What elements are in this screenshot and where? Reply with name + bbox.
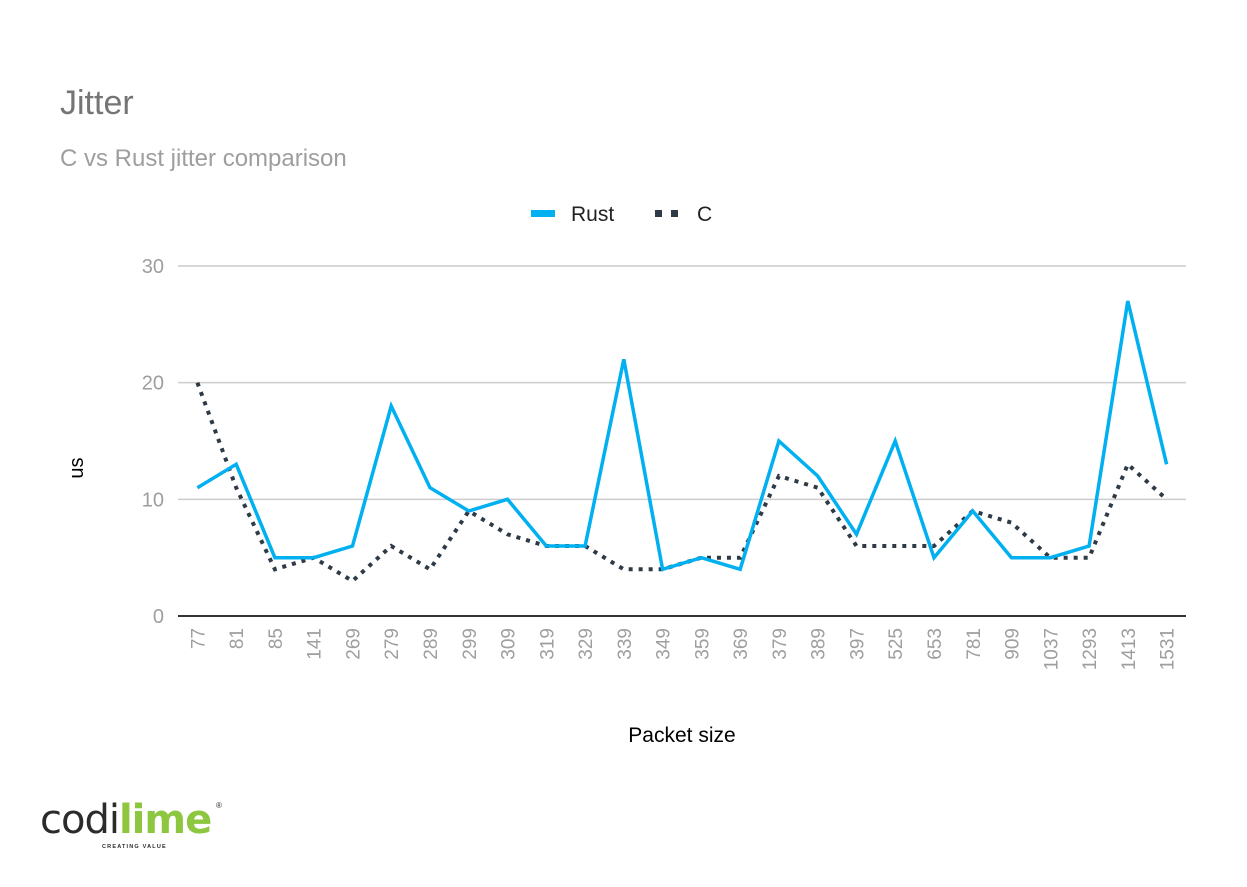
x-tick-label: 141 — [305, 628, 326, 660]
x-tick-label: 379 — [770, 628, 791, 660]
x-tick-label: 1531 — [1158, 628, 1179, 670]
x-tick-label: 339 — [615, 628, 636, 660]
x-tick-label: 289 — [421, 628, 442, 660]
x-tick-label: 389 — [809, 628, 830, 660]
y-axis-ticks: 0 10 20 30 — [142, 256, 164, 628]
chart-legend: Rust C — [531, 203, 712, 226]
y-tick-label: 20 — [142, 373, 164, 395]
x-tick-label: 349 — [654, 628, 675, 660]
x-tick-label: 1413 — [1119, 628, 1140, 670]
chart-subtitle: C vs Rust jitter comparison — [60, 145, 347, 172]
x-tick-label: 85 — [266, 628, 287, 649]
y-tick-label: 0 — [153, 606, 164, 628]
series-line-rust — [196, 300, 1169, 572]
data-series — [195, 300, 1169, 584]
x-axis-label: Packet size — [628, 724, 735, 747]
y-tick-label: 10 — [142, 489, 164, 511]
x-tick-label: 369 — [731, 628, 752, 660]
x-tick-label: 359 — [692, 628, 713, 660]
x-tick-label: 77 — [188, 628, 209, 649]
codilime-logo: codilime ® CREATING VALUE — [40, 797, 222, 855]
logo-lime: lime — [118, 797, 212, 843]
series-line-c — [195, 382, 1168, 584]
x-tick-label: 909 — [1003, 628, 1024, 660]
x-tick-label: 525 — [886, 628, 907, 660]
legend-swatch — [655, 210, 662, 217]
x-tick-label: 397 — [847, 628, 868, 660]
x-tick-label: 1293 — [1080, 628, 1101, 670]
chart-title: Jitter — [60, 84, 134, 122]
registered-mark: ® — [216, 801, 222, 810]
logo-codi: codi — [40, 797, 120, 843]
gridlines — [178, 265, 1186, 617]
legend-swatch — [531, 210, 555, 217]
x-tick-label: 329 — [576, 628, 597, 660]
legend-swatch — [671, 210, 678, 217]
y-axis-label: us — [66, 457, 88, 478]
x-tick-label: 653 — [925, 628, 946, 660]
x-tick-label: 309 — [499, 628, 520, 660]
x-tick-label: 269 — [343, 628, 364, 660]
logo-tagline: CREATING VALUE — [102, 844, 167, 850]
x-tick-label: 1037 — [1041, 628, 1062, 670]
x-axis-ticks: 77 81 85 141 269 279 289 299 309 319 329 339 349 359 3… — [188, 628, 1178, 670]
x-tick-label: 299 — [460, 628, 481, 660]
legend-item-c[interactable]: C — [655, 203, 712, 226]
x-tick-label: 781 — [964, 628, 985, 660]
x-tick-label: 319 — [537, 628, 558, 660]
x-tick-label: 279 — [382, 628, 403, 660]
legend-label: C — [697, 203, 712, 226]
y-tick-label: 30 — [142, 256, 164, 278]
legend-item-rust[interactable]: Rust — [531, 203, 614, 226]
x-tick-label: 81 — [227, 628, 248, 649]
legend-label: Rust — [571, 203, 614, 226]
